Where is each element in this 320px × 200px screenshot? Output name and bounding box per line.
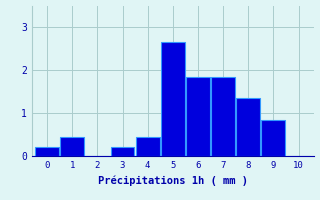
Bar: [136, 137, 160, 156]
Bar: [211, 77, 235, 156]
Bar: [261, 120, 285, 156]
X-axis label: Précipitations 1h ( mm ): Précipitations 1h ( mm ): [98, 175, 248, 186]
Bar: [161, 42, 185, 156]
Bar: [111, 147, 134, 156]
Bar: [60, 137, 84, 156]
Bar: [35, 147, 59, 156]
Bar: [236, 98, 260, 156]
Bar: [186, 77, 210, 156]
